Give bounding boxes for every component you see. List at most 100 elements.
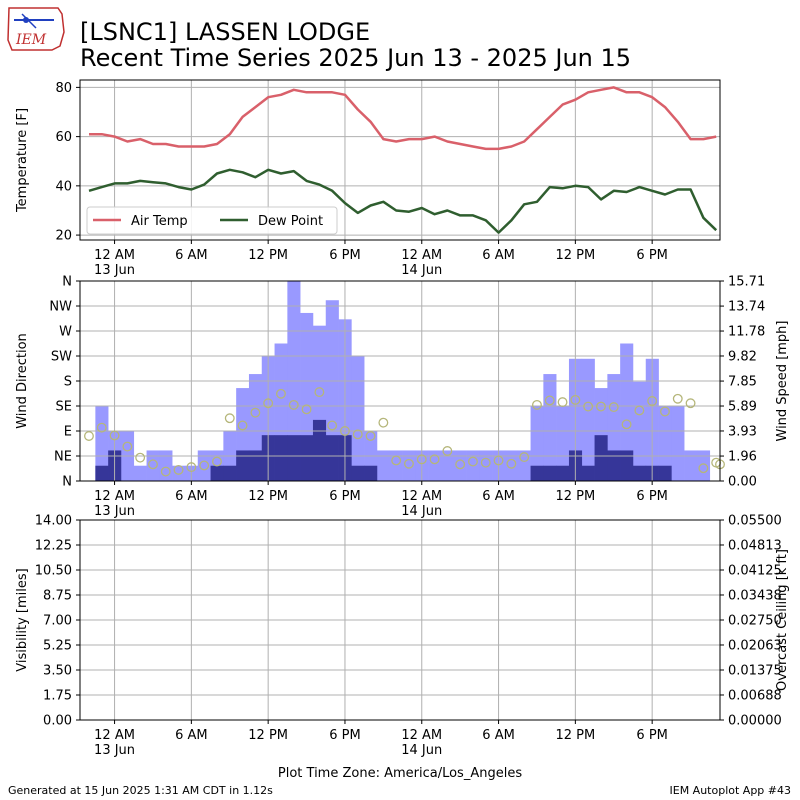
vis-ytick-right-label: 0.00000: [728, 714, 782, 729]
wind-gust-bar: [543, 374, 557, 481]
wind-speed-bar: [312, 419, 327, 481]
wind-direction-point: [506, 458, 517, 469]
vis-ytick-label: 3.50: [43, 664, 72, 679]
wind-ylabel-right: Wind Speed [mph]: [775, 321, 790, 442]
wind-ytick-right-label: 15.71: [728, 275, 765, 290]
wind-ytick-right-label: 3.93: [728, 424, 757, 439]
wind-speed-bar: [607, 450, 621, 481]
temp-xtick-label: 12 PM: [555, 248, 595, 263]
vis-ytick-right-label: 0.04125: [728, 564, 782, 579]
wind-direction-point: [122, 441, 133, 452]
wind-ytick-label: SW: [51, 350, 72, 365]
wind-speed-bar: [300, 435, 314, 481]
wind-direction-point: [698, 463, 709, 474]
wind-gust-bar: [530, 405, 544, 481]
temperature-legend: Air Temp Dew Point: [86, 206, 338, 235]
wind-direction-point: [96, 422, 107, 433]
wind-direction-point: [135, 452, 146, 463]
vis-ytick-label: 10.50: [35, 564, 72, 579]
vis-xtick-date: 13 Jun: [94, 743, 135, 758]
wind-gust-bar: [696, 450, 711, 481]
wind-gust-bar: [146, 450, 160, 481]
vis-ytick-label: 0.00: [43, 714, 72, 729]
wind-direction-point: [263, 398, 274, 409]
wind-direction-point: [199, 460, 210, 471]
temp-ytick-label: 60: [55, 130, 72, 145]
wind-gust-bar: [556, 405, 570, 481]
wind-gust-bar: [351, 356, 365, 481]
temp-xtick-label: 12 AM: [401, 248, 442, 263]
wind-gust-bar: [376, 450, 391, 481]
vis-xtick-label: 6 PM: [636, 728, 667, 743]
wind-ytick-right-label: 5.89: [728, 400, 757, 415]
vis-ytick-right-label: 0.01375: [728, 664, 782, 679]
vis-ylabel: Visibility [miles]: [15, 568, 30, 671]
wind-speed-bar: [274, 435, 288, 481]
temperature-plot: [88, 86, 718, 234]
wind-ytick-right-label: 9.82: [728, 349, 757, 364]
wind-speed-bar: [287, 435, 301, 481]
vis-ytick-right-label: 0.00688: [728, 688, 782, 703]
wind-ytick-label: N: [62, 275, 72, 290]
vis-ytick-right-label: 0.04813: [728, 538, 782, 553]
wind-speed-bar: [351, 465, 365, 481]
wind-direction-point: [634, 405, 645, 416]
temp-xtick-label: 6 PM: [636, 248, 667, 263]
generated-note: Generated at 15 Jun 2025 1:31 AM CDT in …: [8, 784, 273, 797]
wind-direction-point: [455, 459, 466, 470]
wind-direction-point: [186, 462, 197, 473]
vis-xtick-label: 6 AM: [482, 728, 515, 743]
wind-direction-point: [109, 430, 120, 441]
vis-ylabel-right: Overcast Ceiling [k ft]: [775, 549, 790, 691]
wind-direction-point: [493, 455, 504, 466]
wind-gust-bar: [684, 450, 698, 481]
wind-ytick-label: SE: [56, 400, 72, 415]
wind-direction-point: [365, 431, 376, 441]
wind-direction-point: [544, 395, 555, 406]
legend-air-temp-label: Air Temp: [131, 214, 188, 229]
temp-xtick-date: 13 Jun: [94, 263, 135, 278]
chart-title: [LSNC1] LASSEN LODGE: [80, 18, 370, 46]
vis-xtick-label: 12 AM: [94, 728, 135, 743]
wind-xtick-label: 12 PM: [555, 489, 595, 504]
wind-direction-point: [391, 455, 402, 466]
vis-xtick-label: 6 AM: [175, 728, 208, 743]
vis-ytick-label: 12.25: [35, 539, 72, 554]
wind-direction-markers: [84, 387, 725, 477]
wind-direction-point: [583, 401, 594, 412]
wind-speed-bar: [581, 465, 595, 481]
wind-gust-bar: [517, 450, 531, 481]
wind-speed-bar: [543, 465, 557, 481]
wind-ytick-right-label: 7.85: [728, 375, 757, 390]
wind-direction-point: [212, 456, 222, 467]
wind-xtick-date: 14 Jun: [401, 504, 442, 519]
wind-speed-bar: [632, 465, 647, 481]
wind-direction-point: [378, 417, 389, 428]
wind-xtick-label: 6 AM: [482, 489, 515, 504]
vis-ytick-label: 8.75: [43, 589, 72, 604]
temp-ytick-label: 20: [55, 229, 72, 244]
wind-gust-bar: [428, 450, 442, 481]
wind-speed-bar: [364, 465, 378, 481]
wind-speed-bar: [556, 465, 570, 481]
legend-box: [86, 206, 338, 235]
wind-speed-bar: [248, 450, 263, 481]
temp-xtick-label: 6 AM: [482, 248, 515, 263]
wind-gust-bar: [658, 405, 672, 481]
wind-direction-point: [672, 393, 683, 404]
wind-direction-point: [173, 464, 184, 475]
wind-gust-bar: [402, 450, 416, 481]
wind-direction-point: [442, 446, 453, 456]
wind-direction-point: [621, 419, 632, 430]
wind-direction-point: [301, 404, 312, 415]
wind-gust-bar: [479, 450, 493, 481]
wind-speed-bar: [658, 465, 672, 481]
wind-direction-point: [314, 387, 325, 398]
temp-ytick-label: 80: [55, 81, 72, 96]
wind-xtick-label: 6 PM: [636, 489, 667, 504]
wind-direction-point: [480, 457, 491, 468]
wind-direction-point: [416, 454, 427, 465]
vis-ytick-right-label: 0.02750: [728, 614, 782, 629]
